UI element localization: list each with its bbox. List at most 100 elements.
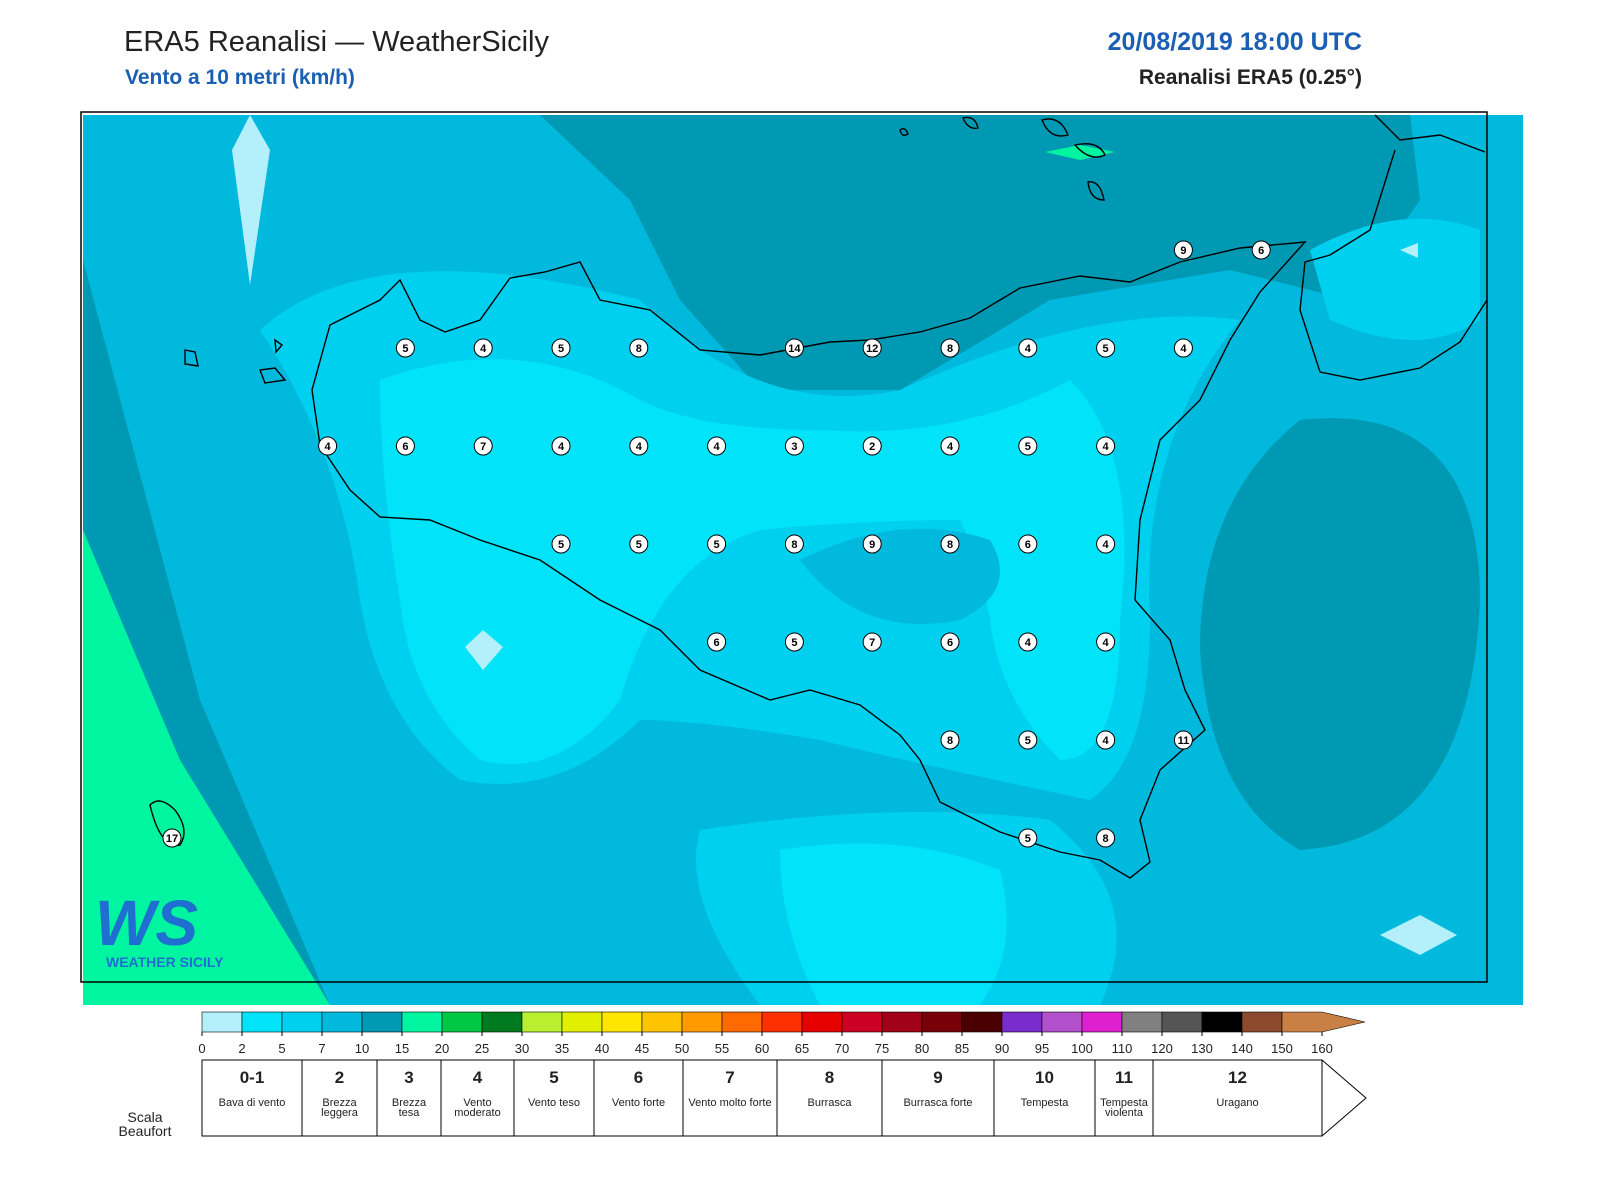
beaufort-level: 10 Tempesta	[994, 1060, 1095, 1136]
colorbar-segment	[1081, 1011, 1123, 1033]
colorbar-segment	[1041, 1011, 1083, 1033]
beaufort-label: Vento molto forte	[688, 1097, 772, 1109]
beaufort-level: 4 Vento moderato	[441, 1060, 514, 1136]
station-marker	[1018, 730, 1038, 750]
title: ERA5 Reanalisi — WeatherSicily	[124, 26, 549, 58]
colorbar-tick-label: 35	[555, 1041, 569, 1056]
station-marker	[1096, 534, 1116, 554]
beaufort-label: Brezza leggera	[321, 1097, 358, 1119]
station-marker	[1096, 338, 1116, 358]
station-marker	[862, 338, 882, 358]
colorbar-tick-label: 20	[435, 1041, 449, 1056]
colorbar-segment	[1281, 1011, 1366, 1033]
station-value: 7	[869, 637, 875, 649]
station-value: 4	[636, 441, 643, 453]
station-value: 4	[1103, 735, 1110, 747]
station-marker	[1018, 828, 1038, 848]
colorbar-tick-label: 140	[1231, 1041, 1253, 1056]
colorbar-tick-label: 65	[795, 1041, 809, 1056]
station-value: 14	[788, 343, 801, 355]
station-marker	[1173, 240, 1193, 260]
station-value: 8	[1103, 833, 1109, 845]
beaufort-force: 11	[1115, 1068, 1133, 1087]
beaufort-force: 7	[725, 1068, 735, 1087]
station-marker	[1173, 730, 1193, 750]
station-value: 5	[636, 539, 642, 551]
station-marker	[707, 534, 727, 554]
beaufort-label: Brezza tesa	[391, 1097, 427, 1119]
beaufort-label: Vento teso	[528, 1097, 580, 1109]
beaufort-force: 4	[472, 1068, 483, 1087]
colorbar-tick-label: 100	[1071, 1041, 1093, 1056]
colorbar-tick-label: 150	[1271, 1041, 1293, 1056]
station-marker	[940, 338, 960, 358]
station-value: 7	[480, 441, 486, 453]
colorbar-segment	[681, 1011, 723, 1033]
colorbar-tick-label: 80	[915, 1041, 929, 1056]
station-value: 5	[1103, 343, 1109, 355]
station-value: 4	[1103, 441, 1110, 453]
station-value: 8	[791, 539, 797, 551]
colorbar-segment	[641, 1011, 683, 1033]
station-marker	[1096, 828, 1116, 848]
beaufort-level: 8 Burrasca	[777, 1060, 882, 1136]
colorbar-tick-label: 10	[355, 1041, 369, 1056]
beaufort-level: 7 Vento molto forte	[683, 1060, 777, 1136]
beaufort-force: 5	[549, 1068, 559, 1087]
station-value: 5	[714, 539, 720, 551]
station-value: 8	[947, 735, 953, 747]
colorbar-segment	[481, 1011, 523, 1033]
station-value: 2	[869, 441, 875, 453]
logo-name: WEATHER SICILY	[106, 954, 224, 970]
colorbar-tick-label: 130	[1191, 1041, 1213, 1056]
station-marker	[551, 436, 571, 456]
colorbar-tick-label: 0	[198, 1041, 205, 1056]
colorbar-segment	[1161, 1011, 1203, 1033]
beaufort-force: 3	[404, 1068, 414, 1087]
colorbar-tick-label: 50	[675, 1041, 689, 1056]
beaufort-label: Uragano	[1216, 1097, 1259, 1109]
colorbar-segment	[601, 1011, 643, 1033]
station-marker	[784, 436, 804, 456]
beaufort-label: Tempesta	[1020, 1097, 1069, 1109]
station-value: 5	[558, 539, 564, 551]
colorbar-segment	[321, 1011, 363, 1033]
station-marker	[629, 338, 649, 358]
colorbar-segment	[961, 1011, 1003, 1033]
station-marker	[1018, 338, 1038, 358]
station-marker	[629, 436, 649, 456]
station-value: 4	[947, 441, 954, 453]
colorbar-segment	[561, 1011, 603, 1033]
colorbar-tick-label: 45	[635, 1041, 649, 1056]
station-marker	[1018, 632, 1038, 652]
station-marker	[862, 436, 882, 456]
beaufort-label: Vento moderato	[454, 1097, 501, 1119]
wind-field	[83, 115, 1523, 1005]
colorbar-tick-label: 110	[1112, 1041, 1133, 1056]
station-value: 6	[714, 637, 720, 649]
beaufort-force: 0-1	[239, 1068, 265, 1087]
map-frame	[80, 111, 1488, 983]
colorbar-segment	[761, 1011, 803, 1033]
colorbar-segment	[1201, 1011, 1243, 1033]
station-value: 4	[1103, 637, 1110, 649]
subtitle: Vento a 10 metri (km/h)	[125, 66, 355, 89]
station-marker	[940, 534, 960, 554]
station-marker	[862, 534, 882, 554]
station-marker	[629, 534, 649, 554]
station-marker	[551, 534, 571, 554]
colorbar-tick-label: 75	[875, 1041, 889, 1056]
station-marker	[1018, 534, 1038, 554]
station-value: 8	[947, 343, 953, 355]
station-value: 4	[325, 441, 332, 453]
beaufort-force: 12	[1228, 1068, 1247, 1087]
station-value: 5	[1025, 441, 1031, 453]
station-value: 11	[1178, 735, 1190, 747]
station-value: 6	[1258, 245, 1264, 257]
station-value: 4	[1025, 637, 1032, 649]
coastlines	[149, 114, 1488, 879]
beaufort-level: 9 Burrasca forte	[882, 1060, 994, 1136]
colorbar-segment	[281, 1011, 323, 1033]
